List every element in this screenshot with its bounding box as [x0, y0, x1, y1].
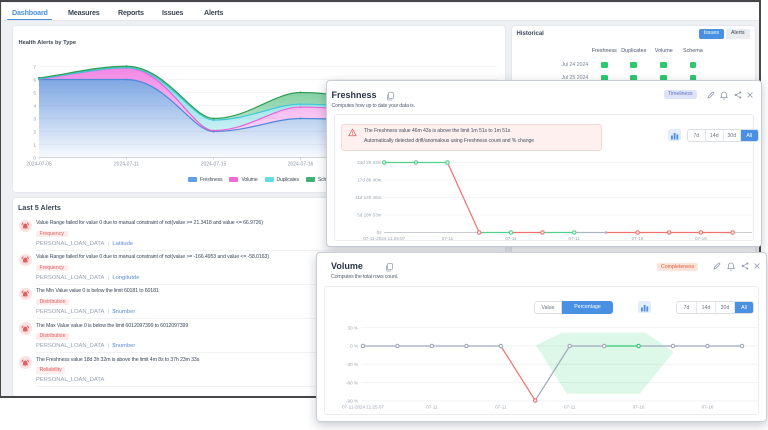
svg-text:0 %: 0 % [350, 344, 358, 349]
svg-text:07-16: 07-16 [695, 236, 707, 241]
svg-text:07-11-2024 11:25:07: 07-11-2024 11:25:07 [342, 405, 384, 410]
svg-text:2024-07-16: 2024-07-16 [288, 162, 314, 168]
svg-text:0: 0 [33, 155, 36, 161]
svg-text:-60 %: -60 % [346, 380, 358, 385]
svg-text:23d 3h 33m: 23d 3h 33m [357, 160, 381, 165]
svg-text:7: 7 [33, 64, 36, 70]
svg-text:07-11: 07-11 [426, 405, 438, 410]
svg-text:07-16: 07-16 [632, 236, 644, 241]
svg-text:1: 1 [33, 142, 36, 148]
svg-text:6: 6 [33, 77, 36, 83]
svg-text:2024-07-15: 2024-07-15 [201, 162, 227, 168]
svg-text:2024-07-05: 2024-07-05 [26, 162, 52, 168]
svg-text:07-11: 07-11 [568, 236, 580, 241]
svg-text:0s: 0s [377, 230, 383, 235]
svg-text:5: 5 [33, 90, 36, 96]
svg-text:07-11: 07-11 [564, 405, 576, 410]
svg-text:4: 4 [33, 103, 36, 109]
svg-text:07-11: 07-11 [442, 236, 454, 241]
svg-text:-30 %: -30 % [346, 362, 358, 367]
svg-text:2: 2 [33, 129, 36, 135]
svg-text:11d 13h 46m: 11d 13h 46m [355, 195, 382, 200]
svg-text:07-16: 07-16 [633, 405, 645, 410]
svg-text:30 %: 30 % [348, 325, 358, 330]
svg-text:17d 8h 40m: 17d 8h 40m [357, 178, 381, 183]
svg-text:5d 18h 53m: 5d 18h 53m [357, 213, 381, 218]
svg-text:07-11: 07-11 [505, 236, 517, 241]
svg-text:07-16: 07-16 [702, 405, 714, 410]
svg-text:2024-07-11: 2024-07-11 [114, 162, 139, 168]
svg-text:07-11-2024 11:25:07: 07-11-2024 11:25:07 [363, 236, 405, 241]
svg-text:3: 3 [33, 116, 36, 122]
svg-text:-90 %: -90 % [346, 399, 358, 404]
svg-text:07-11: 07-11 [495, 405, 507, 410]
